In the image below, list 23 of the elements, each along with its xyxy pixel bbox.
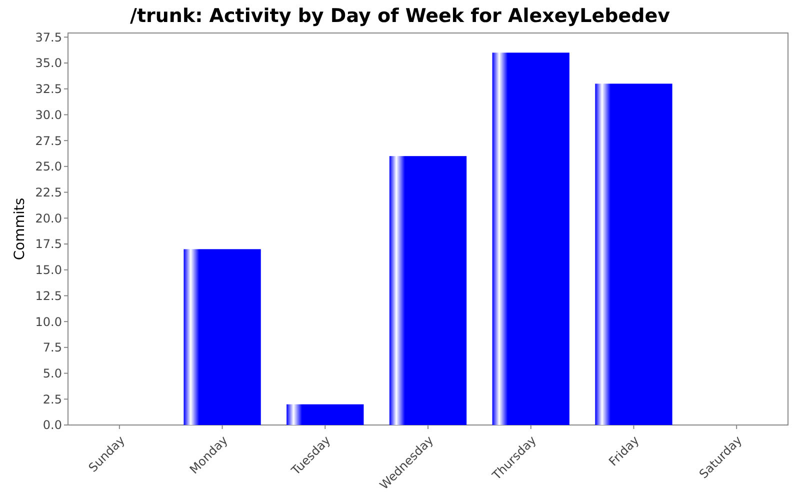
y-tick-label: 22.5 xyxy=(35,185,62,200)
bar xyxy=(286,404,364,425)
y-tick-label: 30.0 xyxy=(35,108,62,122)
y-tick-label: 17.5 xyxy=(35,237,62,252)
bar xyxy=(595,84,672,425)
y-tick-label: 5.0 xyxy=(42,366,62,380)
y-tick-label: 25.0 xyxy=(35,160,62,174)
y-tick-label: 37.5 xyxy=(35,30,62,44)
bar xyxy=(492,52,570,425)
y-tick-label: 35.0 xyxy=(35,56,62,70)
y-tick-label: 20.0 xyxy=(35,211,62,226)
y-tick-label: 2.5 xyxy=(42,392,62,406)
bar xyxy=(184,249,261,425)
bar xyxy=(389,156,467,425)
y-tick-label: 7.5 xyxy=(42,340,62,355)
y-tick-label: 15.0 xyxy=(35,263,62,278)
y-tick-label: 0.0 xyxy=(42,418,62,432)
y-axis-title: Commits xyxy=(12,198,28,260)
y-tick-label: 27.5 xyxy=(35,134,62,148)
chart-title: /trunk: Activity by Day of Week for AlexeyLebedev xyxy=(130,5,671,27)
y-tick-label: 12.5 xyxy=(35,288,62,303)
y-tick-label: 10.0 xyxy=(35,314,62,329)
y-tick-label: 32.5 xyxy=(35,82,62,96)
